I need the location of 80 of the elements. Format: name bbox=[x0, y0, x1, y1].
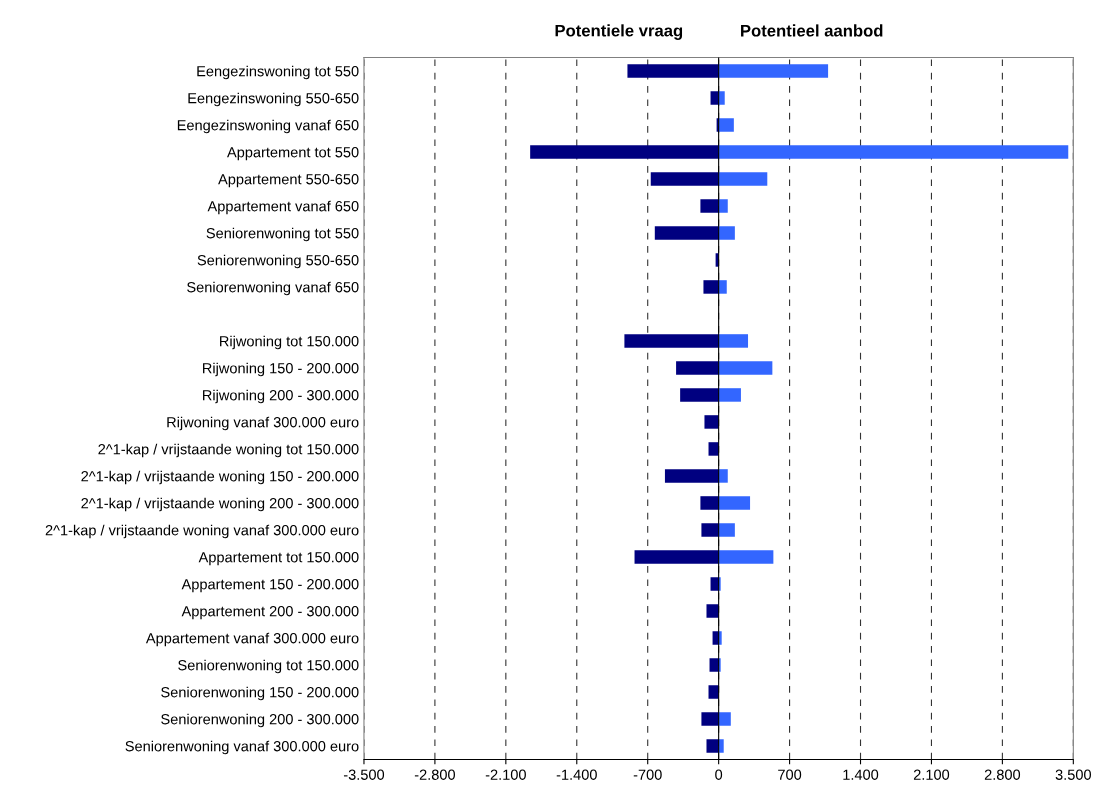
bar bbox=[703, 280, 719, 294]
bar bbox=[718, 739, 724, 753]
bar bbox=[701, 712, 719, 726]
y-tick-label: Rijwoning vanaf 300.000 euro bbox=[167, 416, 359, 431]
bar bbox=[718, 496, 751, 510]
bar bbox=[710, 91, 719, 105]
bar bbox=[709, 658, 719, 672]
bar bbox=[718, 334, 749, 348]
bar bbox=[654, 226, 719, 240]
bar bbox=[718, 280, 727, 294]
y-tick-label: Rijwoning tot 150.000 bbox=[220, 335, 359, 350]
y-tick-label: Appartement 150 - 200.000 bbox=[181, 579, 359, 593]
y-tick-label: Appartement 200 - 300.000 bbox=[181, 606, 359, 620]
bar bbox=[718, 388, 741, 402]
y-tick-label: Seniorenwoning vanaf 650 bbox=[187, 281, 359, 296]
x-tick-label: 2.800 bbox=[984, 769, 1021, 780]
x-tick-label: 0 bbox=[715, 769, 723, 780]
y-tick-label: Rijwoning 200 - 300.000 bbox=[203, 389, 359, 404]
bar bbox=[718, 145, 1069, 159]
bar bbox=[634, 550, 719, 564]
y-tick-label: Seniorenwoning tot 150.000 bbox=[178, 659, 359, 674]
bar bbox=[718, 91, 725, 105]
bar bbox=[718, 199, 728, 213]
bar bbox=[718, 469, 728, 483]
bar bbox=[680, 388, 719, 402]
y-tick-label: 2^1-kap / vrijstaande woning tot 150.000 bbox=[98, 443, 359, 458]
bar bbox=[718, 172, 768, 186]
bar bbox=[530, 145, 719, 159]
bar bbox=[708, 442, 719, 456]
y-tick-label: Eengezinswoning tot 550 bbox=[197, 65, 359, 80]
y-tick-label: Eengezinswoning vanaf 650 bbox=[177, 119, 359, 134]
bar bbox=[718, 361, 773, 375]
y-tick-label: Rijwoning 150 - 200.000 bbox=[203, 362, 359, 377]
x-tick-label: 3.500 bbox=[1055, 769, 1091, 780]
x-tick-label: -2.100 bbox=[485, 769, 526, 780]
bar bbox=[704, 415, 719, 429]
bar bbox=[627, 64, 719, 78]
bar bbox=[718, 523, 735, 537]
bar bbox=[701, 523, 719, 537]
series-label: Potentiele vraag bbox=[555, 24, 683, 40]
bar bbox=[664, 469, 719, 483]
x-tick-label: -2.800 bbox=[414, 769, 456, 780]
bar bbox=[650, 172, 719, 186]
y-tick-label: Seniorenwoning 150 - 200.000 bbox=[161, 686, 359, 701]
x-tick-label: -3.500 bbox=[343, 769, 385, 780]
y-tick-label: 2^1-kap / vrijstaande woning 150 - 200.000 bbox=[81, 470, 359, 485]
bar bbox=[706, 739, 719, 753]
y-tick-label: Seniorenwoning vanaf 300.000 euro bbox=[125, 740, 359, 755]
bar bbox=[718, 712, 731, 726]
x-tick-label: -700 bbox=[633, 769, 662, 780]
x-tick-label: -1.400 bbox=[556, 769, 597, 780]
bar bbox=[718, 118, 734, 132]
bar bbox=[718, 631, 722, 645]
y-tick-label: Appartement vanaf 650 bbox=[207, 200, 359, 215]
bar bbox=[718, 64, 829, 78]
x-tick-label: 1.400 bbox=[843, 769, 879, 780]
y-tick-label: Seniorenwoning tot 550 bbox=[206, 227, 359, 242]
bar bbox=[718, 658, 721, 672]
x-tick-label: 2.100 bbox=[913, 769, 950, 780]
y-tick-label: Appartement tot 550 bbox=[227, 147, 359, 161]
y-tick-label: Eengezinswoning 550-650 bbox=[188, 92, 359, 107]
x-tick-label: 700 bbox=[778, 769, 802, 780]
bar bbox=[706, 604, 719, 618]
bar bbox=[718, 550, 774, 564]
y-tick-label: Appartement 550-650 bbox=[218, 174, 359, 188]
bar bbox=[718, 226, 735, 240]
y-tick-label: Seniorenwoning 550-650 bbox=[197, 254, 359, 269]
bar bbox=[718, 577, 721, 591]
y-tick-label: 2^1-kap / vrijstaande woning 200 - 300.000 bbox=[81, 497, 359, 512]
bar bbox=[700, 496, 719, 510]
bar bbox=[676, 361, 719, 375]
series-label: Potentieel aanbod bbox=[741, 24, 883, 37]
bar bbox=[710, 577, 719, 591]
bar bbox=[708, 685, 719, 699]
bar bbox=[624, 334, 719, 348]
y-tick-label: Appartement tot 150.000 bbox=[198, 552, 359, 566]
y-tick-label: Appartement vanaf 300.000 euro bbox=[145, 632, 359, 647]
bar bbox=[700, 199, 719, 213]
y-tick-label: 2^1-kap / vrijstaande woning vanaf 300.000 euro bbox=[45, 524, 359, 539]
y-tick-label: Seniorenwoning 200 - 300.000 bbox=[161, 713, 359, 728]
